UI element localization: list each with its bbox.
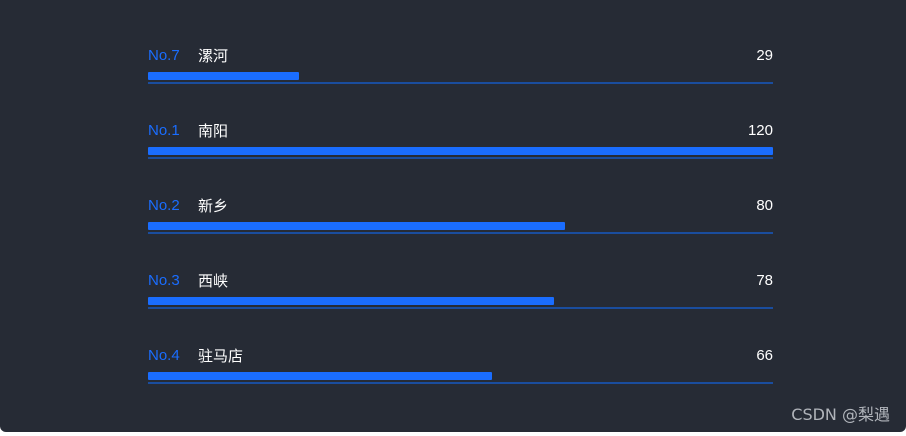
ranking-row: No.4 驻马店 66 [148, 338, 773, 413]
category-label: 驻马店 [198, 347, 244, 365]
rank-label: No.7 [148, 47, 180, 64]
category-label: 南阳 [198, 122, 229, 140]
category-label: 漯河 [198, 47, 229, 65]
ranking-row: No.7 漯河 29 [148, 38, 773, 113]
bar-fill [148, 297, 554, 305]
bar-track [148, 307, 773, 309]
category-label: 西峡 [198, 272, 229, 290]
watermark-text: CSDN @梨遇 [791, 405, 890, 424]
bar-track [148, 157, 773, 159]
bar-fill [148, 372, 492, 380]
ranking-bar-chart: No.7 漯河 29 No.1 南阳 120 No.2 新乡 80 No.3 西峡 78 No.4 驻马店… [148, 38, 773, 413]
ranking-row: No.1 南阳 120 [148, 113, 773, 188]
value-label: 120 [747, 122, 773, 139]
bar-track [148, 382, 773, 384]
category-label: 新乡 [198, 197, 229, 215]
rank-label: No.1 [148, 122, 180, 139]
bar-fill [148, 72, 299, 80]
ranking-row: No.3 西峡 78 [148, 263, 773, 338]
bar-track [148, 82, 773, 84]
value-label: 29 [756, 47, 773, 64]
rank-label: No.4 [148, 347, 180, 364]
bar-track [148, 232, 773, 234]
bar-fill [148, 147, 773, 155]
bar-fill [148, 222, 565, 230]
value-label: 78 [756, 272, 773, 289]
value-label: 66 [756, 347, 773, 364]
rank-label: No.3 [148, 272, 180, 289]
value-label: 80 [756, 197, 773, 214]
ranking-row: No.2 新乡 80 [148, 188, 773, 263]
rank-label: No.2 [148, 197, 180, 214]
